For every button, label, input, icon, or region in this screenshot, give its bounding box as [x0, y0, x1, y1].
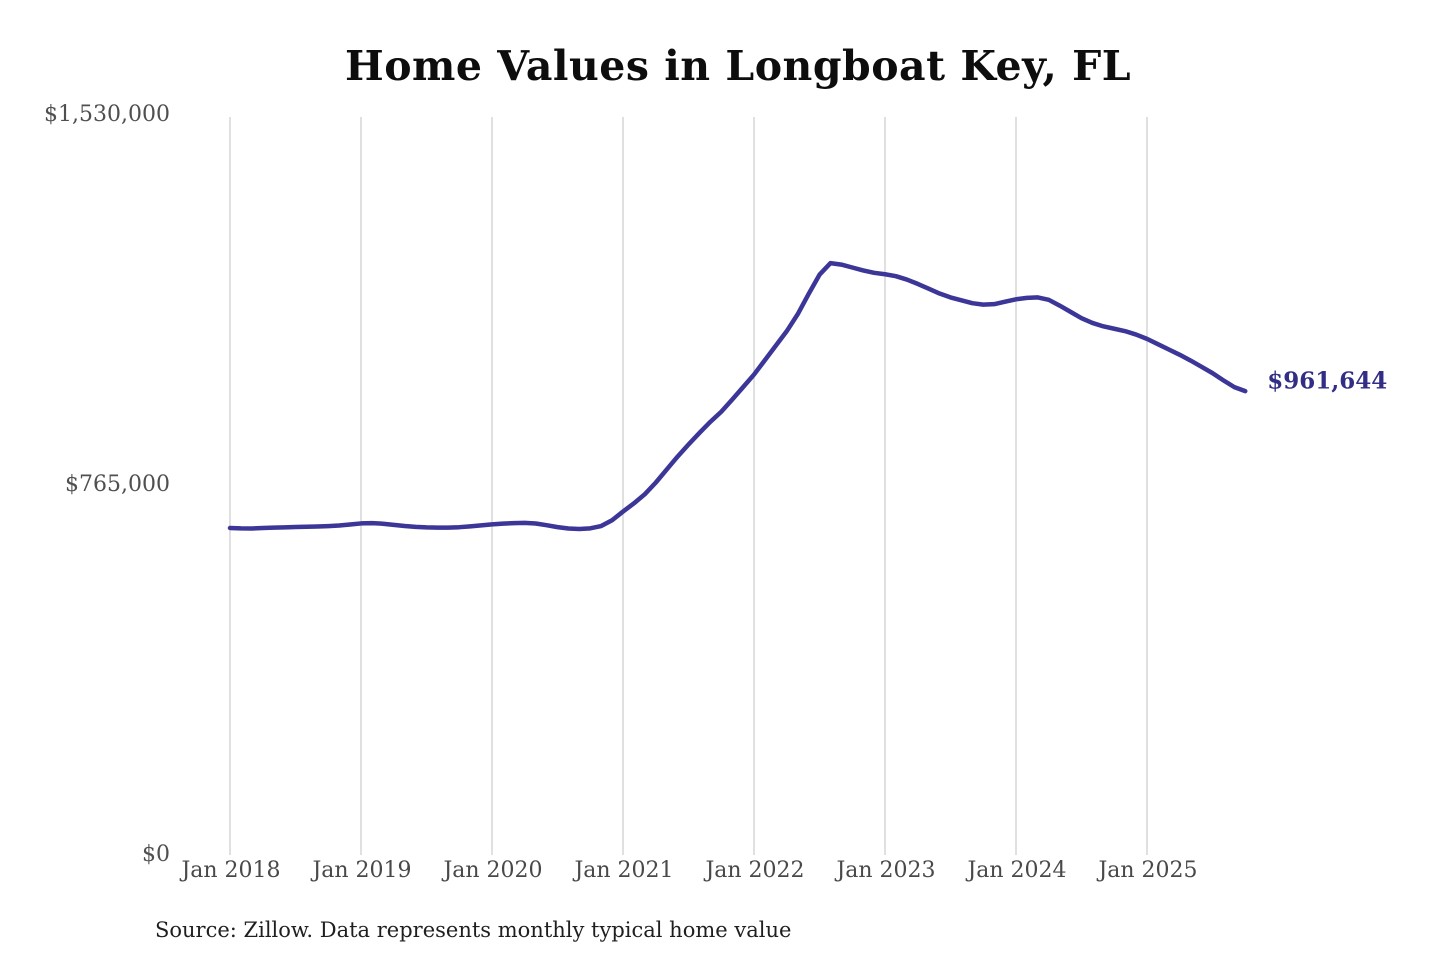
x-tick-label-2025: Jan 2025: [1098, 858, 1198, 883]
x-tick-label-2018: Jan 2018: [181, 858, 281, 883]
x-tick-label-2019: Jan 2019: [312, 858, 412, 883]
y-tick-label-top: $1,530,000: [44, 102, 170, 127]
current-value-label: $961,644: [1267, 367, 1388, 395]
x-tick-label-2021: Jan 2021: [574, 858, 674, 883]
y-tick-label-mid: $765,000: [65, 472, 170, 497]
vertical-gridlines: [229, 117, 1148, 855]
x-tick-label-2023: Jan 2023: [836, 858, 936, 883]
chart-title: Home Values in Longboat Key, FL: [344, 42, 1132, 90]
home-value-line: [227, 260, 1248, 532]
source-note: Source: Zillow. Data represents monthly …: [155, 918, 792, 942]
x-tick-label-2022: Jan 2022: [705, 858, 805, 883]
x-tick-label-2020: Jan 2020: [443, 858, 543, 883]
x-tick-label-2024: Jan 2024: [967, 858, 1067, 883]
y-tick-label-zero: $0: [142, 842, 170, 867]
